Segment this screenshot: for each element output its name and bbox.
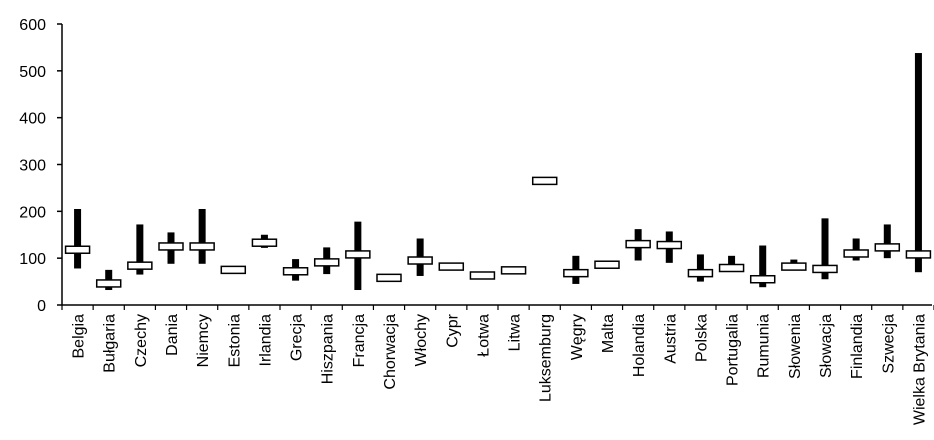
category-label: Francja	[351, 314, 368, 367]
y-tick-label: 300	[19, 158, 46, 175]
marker-box	[469, 271, 496, 280]
category-label: Hiszpania	[320, 314, 337, 384]
category-label: Polska	[693, 314, 710, 362]
range-bar	[74, 208, 82, 269]
y-tick-label: 600	[19, 17, 46, 34]
marker-box	[687, 268, 714, 278]
category-label: Litwa	[507, 314, 524, 351]
marker-box	[189, 242, 215, 251]
marker-box	[64, 245, 91, 254]
category-label: Słowenia	[787, 314, 804, 379]
y-tick-label: 100	[19, 251, 46, 268]
marker-box	[95, 279, 122, 288]
category-label: Luksemburg	[538, 314, 555, 402]
category-label: Belgia	[71, 314, 88, 359]
category-label: Holandia	[631, 314, 648, 377]
marker-box	[594, 260, 620, 269]
range-bar	[759, 245, 767, 288]
y-tick-label: 400	[19, 111, 46, 128]
category-label: Finlandia	[849, 314, 866, 379]
range-bar	[728, 255, 736, 272]
marker-box	[718, 263, 745, 273]
range-bar	[198, 208, 206, 264]
marker-box	[531, 176, 558, 186]
category-label: Chorwacja	[382, 314, 399, 390]
category-label: Szwecja	[880, 314, 897, 374]
category-label: Czechy	[133, 314, 150, 367]
range-bar	[136, 224, 144, 275]
category-label: Portugalia	[725, 314, 742, 386]
marker-box	[407, 256, 433, 265]
range-bars	[74, 53, 922, 291]
marker-box	[625, 239, 651, 249]
marker-box	[158, 242, 184, 251]
marker-box	[749, 274, 776, 284]
marker-box	[313, 258, 340, 267]
range-bar	[696, 254, 704, 282]
marker-box	[563, 268, 589, 278]
category-label: Grecja	[289, 314, 306, 361]
category-label: Malta	[600, 314, 617, 353]
category-label: Węgry	[569, 314, 586, 360]
marker-box	[812, 264, 838, 274]
marker-box	[500, 266, 527, 275]
category-label: Bułgaria	[102, 314, 119, 373]
marker-box	[781, 262, 807, 271]
markers	[64, 176, 932, 288]
marker-box	[282, 267, 309, 276]
y-tick-label: 0	[37, 298, 46, 315]
range-bar	[821, 218, 829, 280]
marker-box	[376, 273, 402, 283]
marker-box	[905, 250, 932, 259]
marker-box	[656, 240, 683, 250]
axes: 0 100 200 300 400 500 600	[19, 17, 934, 315]
y-tick-label: 500	[19, 64, 46, 81]
category-label: Słowacja	[818, 314, 835, 378]
marker-box	[438, 262, 465, 271]
category-label: Włochy	[413, 314, 430, 366]
category-label: Estonia	[226, 314, 243, 367]
range-bar	[914, 53, 922, 273]
category-label: Cypr	[444, 313, 461, 347]
category-labels: Belgia Bułgaria Czechy Dania Niemcy Estonia Ir…	[71, 313, 929, 425]
category-label: Dania	[164, 314, 181, 356]
marker-box	[843, 249, 869, 258]
category-label: Austria	[662, 314, 679, 364]
category-label: Rumunia	[756, 314, 773, 378]
category-label: Łotwa	[475, 314, 492, 357]
range-bar	[883, 224, 891, 259]
y-tick-label: 200	[19, 204, 46, 221]
marker-box	[251, 238, 278, 247]
marker-box	[874, 243, 901, 252]
marker-box	[127, 261, 153, 270]
marker-box	[345, 250, 371, 259]
marker-box	[220, 265, 247, 275]
category-label: Wielka Brytania	[911, 314, 928, 425]
category-label: Niemcy	[195, 314, 212, 367]
category-label: Irlandia	[257, 314, 274, 367]
